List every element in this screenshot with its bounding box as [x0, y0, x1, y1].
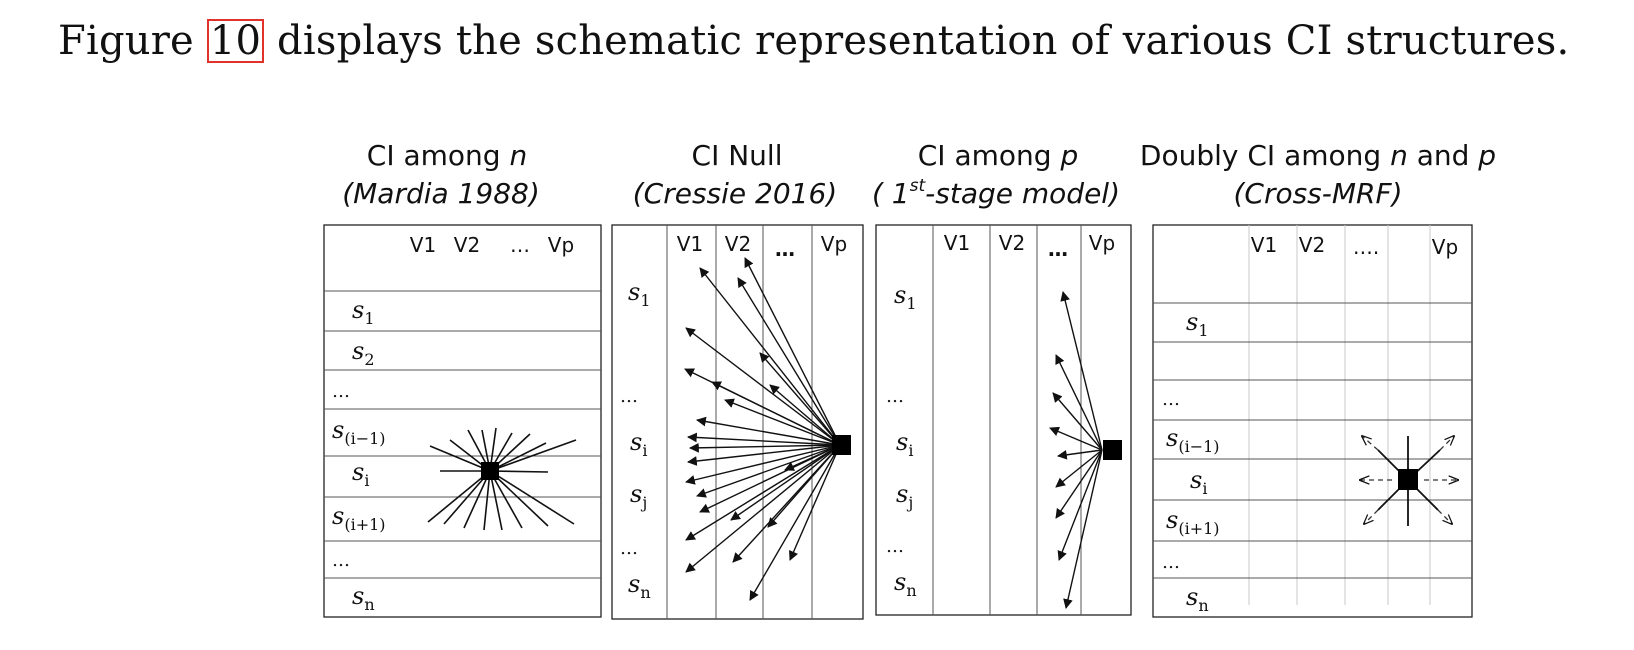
- panel-4-row-s-i-plus-1: s(i+1): [1166, 506, 1220, 538]
- panel-1-subtitle: (Mardia 1988): [342, 177, 540, 210]
- panel-3-arrows: [1049, 291, 1103, 609]
- panel-3-col-vp: Vp: [1089, 231, 1115, 255]
- panel-3-row-sn: sn: [894, 568, 917, 600]
- figure-reference-sentence: Figure 10 displays the schematic represe…: [58, 18, 1569, 64]
- panel-2-title: CI Null: [692, 139, 783, 172]
- panel-4-col-vp: Vp: [1432, 235, 1458, 259]
- figure-ref-link[interactable]: 10: [206, 19, 265, 63]
- panel-1-neighbor-lines: [427, 427, 577, 531]
- panel-2-col-dots: …: [775, 237, 795, 261]
- panel-1-focal-node: [481, 462, 499, 480]
- panel-4-row-sn: sn: [1186, 583, 1209, 615]
- panel-2-col-vp: Vp: [821, 232, 847, 256]
- panel-2-row-s-i: si: [630, 428, 647, 460]
- panel-doubly-ci: Doubly CI among n and p (Cross-MRF) V1 V…: [1140, 139, 1496, 618]
- panel-4-focal-node: [1398, 469, 1418, 490]
- panel-1-col-dots: …: [510, 233, 530, 257]
- panel-3-col-v2: V2: [999, 231, 1025, 255]
- panel-4-subtitle: (Cross-MRF): [1233, 177, 1402, 210]
- panel-4-frame: [1152, 224, 1473, 618]
- sentence-before: Figure: [58, 18, 207, 64]
- panel-3-frame: [875, 224, 1132, 616]
- panel-3-col-v1: V1: [944, 231, 970, 255]
- panel-4-dashed-arrows: [1360, 436, 1458, 524]
- panel-1-row-s2: s2: [352, 337, 375, 369]
- panel-2-arrows: [684, 257, 841, 601]
- panel-1-row-s-i-minus-1: s(i−1): [332, 416, 386, 448]
- panel-3-row-ellipsis-1: …: [886, 386, 904, 407]
- panel-3-subtitle: ( 1st-stage model): [872, 176, 1120, 210]
- panel-2-subtitle: (Cressie 2016): [633, 177, 837, 210]
- panel-4-row-s1: s1: [1186, 308, 1209, 340]
- panel-4-title: Doubly CI among n and p: [1140, 139, 1496, 172]
- panel-3-focal-node: [1103, 440, 1122, 460]
- panel-1-row-s1: s1: [352, 296, 375, 328]
- panel-4-row-ellipsis-1: …: [1162, 389, 1180, 410]
- panel-2-col-v1: V1: [677, 232, 703, 256]
- panel-4-row-s-i: si: [1190, 466, 1207, 498]
- panel-4-col-v2: V2: [1299, 233, 1325, 257]
- panel-3-row-s-j: sj: [896, 480, 913, 512]
- panel-1-col-v1: V1: [410, 233, 436, 257]
- panel-3-col-dots: …: [1048, 237, 1068, 261]
- panel-1-row-sn: sn: [352, 582, 375, 614]
- panel-1-row-s-i-plus-1: s(i+1): [332, 502, 386, 534]
- panel-2-row-s1: s1: [628, 278, 651, 310]
- panel-1-row-s-i: si: [352, 458, 369, 490]
- panel-1-row-ellipsis-2: …: [332, 550, 350, 571]
- panel-3-row-s1: s1: [894, 281, 917, 313]
- panel-4-col-v1: V1: [1251, 233, 1277, 257]
- panel-1-title: CI among n: [367, 139, 527, 172]
- panel-1-col-vp: Vp: [548, 233, 574, 257]
- panel-2-focal-node: [832, 435, 851, 455]
- panel-2-row-sn: sn: [628, 570, 651, 602]
- panel-2-col-v2: V2: [725, 232, 751, 256]
- panel-3-row-ellipsis-2: …: [886, 536, 904, 557]
- panel-ci-null: CI Null (Cressie 2016) V1 V2 … Vp s1 … s…: [611, 139, 864, 620]
- panel-3-row-s-i: si: [896, 428, 913, 460]
- panel-1-row-ellipsis-1: …: [332, 381, 350, 402]
- panel-4-row-s-i-minus-1: s(i−1): [1166, 424, 1220, 456]
- sentence-after: displays the schematic representation of…: [264, 18, 1570, 64]
- panel-3-title: CI among p: [918, 139, 1078, 172]
- panel-2-row-ellipsis-1: …: [620, 386, 638, 407]
- panel-2-row-ellipsis-2: …: [620, 538, 638, 559]
- panel-2-row-s-j: sj: [630, 480, 647, 512]
- panel-ci-among-n: CI among n (Mardia 1988) V1 V2 … Vp s1 s…: [323, 139, 602, 618]
- panel-1-col-v2: V2: [454, 233, 480, 257]
- panel-ci-among-p: CI among p ( 1st-stage model) V1 V2 … Vp…: [872, 139, 1132, 616]
- panel-2-frame: [611, 224, 864, 620]
- panel-4-row-ellipsis-2: …: [1162, 552, 1180, 573]
- panel-1-frame: [323, 224, 602, 618]
- panel-4-col-dots: ….: [1353, 235, 1379, 259]
